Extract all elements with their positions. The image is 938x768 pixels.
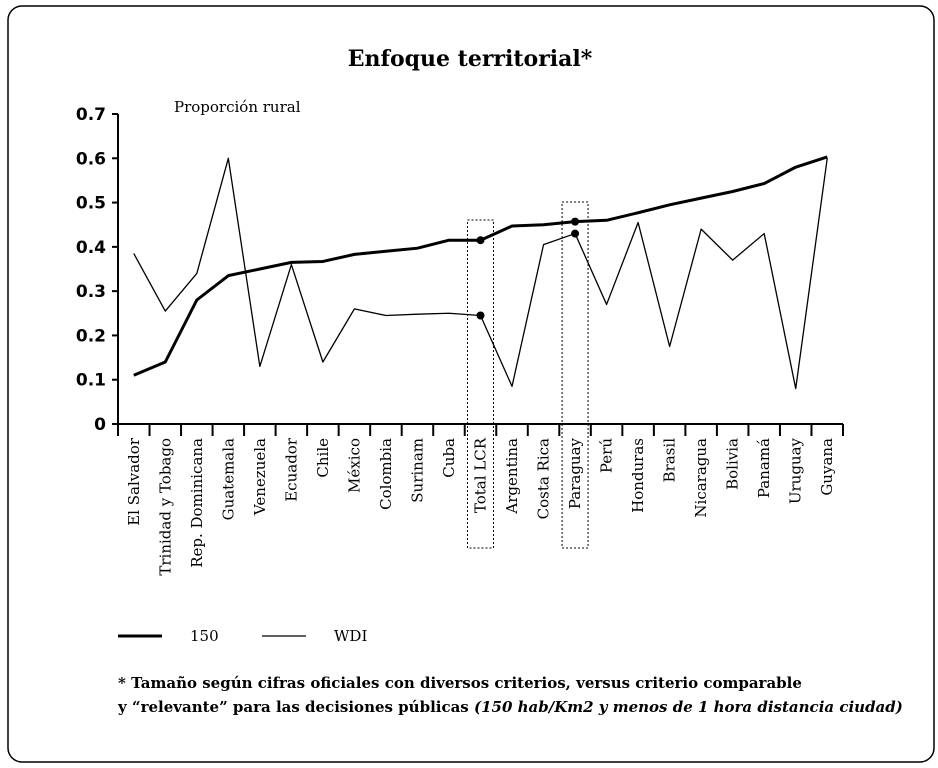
footnote: y “relevante” para las decisiones públic… — [117, 698, 903, 716]
footnote-text: y “relevante” para las decisiones públic… — [117, 698, 474, 716]
y-tick-label: 0.6 — [76, 149, 106, 169]
chart-title: Enfoque territorial* — [348, 46, 593, 72]
x-tick-label: Bolivia — [724, 438, 742, 490]
y-tick-label: 0 — [94, 415, 106, 435]
legend-label: WDI — [334, 627, 367, 645]
x-tick-label: Costa Rica — [535, 438, 553, 519]
x-tick-label: Brasil — [661, 438, 679, 483]
x-tick-label: Total LCR — [472, 437, 490, 513]
legend-label: 150 — [190, 627, 219, 645]
point-marker — [571, 229, 580, 238]
y-tick-label: 0.1 — [76, 371, 106, 391]
x-tick-label: Uruguay — [787, 437, 805, 504]
x-tick-label: Ecuador — [282, 437, 300, 502]
x-tick-label: Perú — [598, 438, 616, 473]
x-tick-label: Venezuela — [251, 438, 269, 516]
footnote-italic: (150 hab/Km2 y menos de 1 hora distancia… — [474, 698, 903, 716]
y-tick-label: 0.2 — [76, 326, 106, 346]
x-tick-label: Trinidad y Tobago — [156, 438, 174, 576]
y-tick-label: 0.7 — [76, 105, 106, 125]
x-tick-label: Argentina — [503, 438, 521, 515]
x-tick-label: Honduras — [629, 438, 647, 513]
x-tick-label: Colombia — [377, 438, 395, 510]
point-marker — [571, 217, 580, 226]
highlight-box — [467, 219, 494, 549]
point-marker — [476, 236, 485, 245]
x-tick-label: Rep. Dominicana — [188, 438, 206, 568]
y-tick-label: 0.5 — [76, 194, 106, 214]
x-tick-label: Chile — [314, 438, 332, 478]
x-tick-label: Panamá — [755, 438, 773, 498]
frame — [7, 5, 935, 763]
y-tick-label: 0.3 — [76, 282, 106, 302]
x-tick-label: El Salvador — [125, 437, 143, 526]
x-tick-label: Nicaragua — [692, 438, 710, 518]
y-tick-label: 0.4 — [76, 238, 106, 258]
x-tick-label: Surinam — [408, 438, 426, 503]
x-tick-label: Guatemala — [219, 438, 237, 520]
x-tick-label: Cuba — [440, 438, 458, 478]
y-axis-label: Proporción rural — [174, 98, 301, 116]
x-tick-label: México — [345, 438, 363, 493]
x-tick-label: Paraguay — [566, 437, 584, 509]
highlight-box — [561, 201, 589, 549]
footnote: * Tamaño según cifras oficiales con dive… — [118, 674, 802, 692]
x-tick-label: Guyana — [818, 438, 836, 496]
point-marker — [476, 311, 485, 320]
